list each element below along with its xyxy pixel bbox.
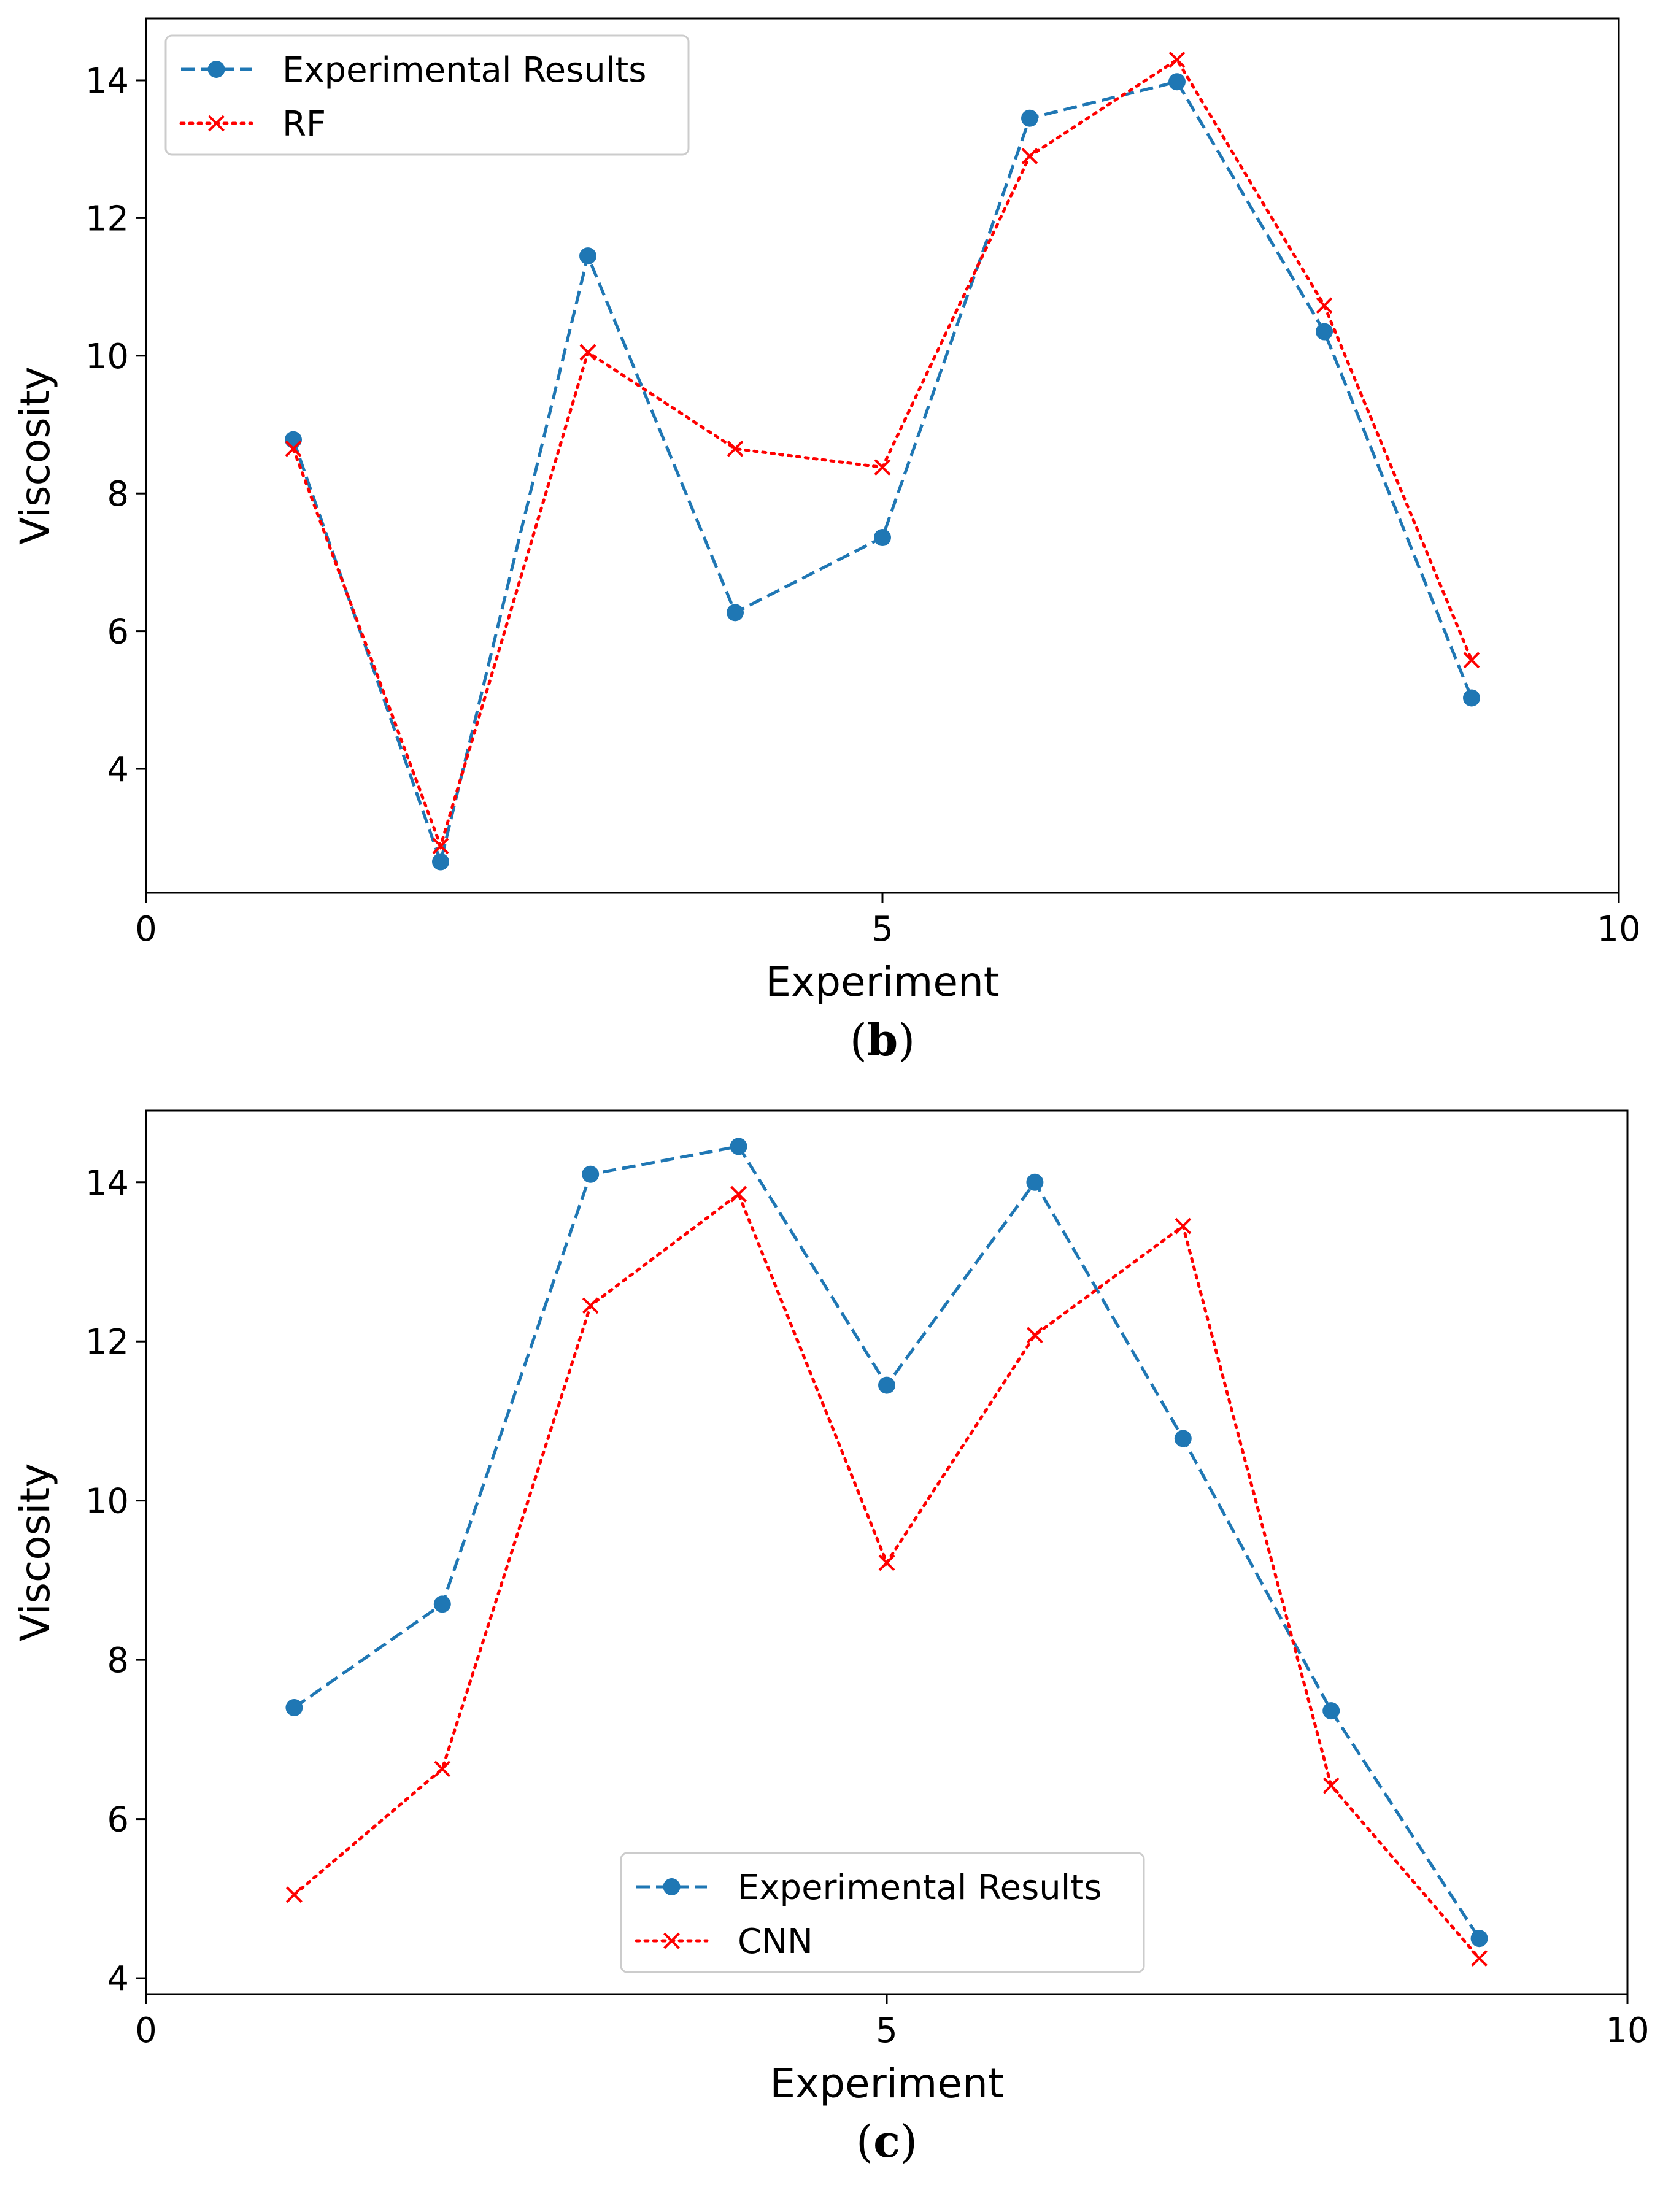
series-1-point [1026, 1327, 1043, 1344]
caption-letter: b [867, 1014, 898, 1066]
series-1-point [1168, 51, 1186, 68]
x-axis-label: Experiment [765, 958, 999, 1006]
series-1-point [432, 838, 449, 855]
legend-marker-0 [207, 61, 225, 78]
legend-label-0: Experimental Results [282, 50, 646, 90]
legend-marker-1 [208, 115, 225, 132]
chart-c: 0 5 10 4 6 8 10 12 14 Experiment Viscosity Experime… [12, 1109, 1650, 2167]
y-tick-label: 6 [107, 1800, 129, 1840]
x-tick-label: 0 [135, 909, 157, 949]
y-tick-label: 8 [107, 1641, 129, 1681]
x-tick-label: 5 [871, 909, 893, 949]
x-axis-label: Experiment [770, 2060, 1003, 2107]
series-0-point [285, 431, 302, 449]
series-0-point [1470, 1930, 1488, 1948]
series-1-point [1316, 297, 1333, 314]
series-0-point [582, 1165, 600, 1183]
y-tick-label: 14 [85, 61, 129, 101]
chart-b: 0 5 10 4 6 8 10 12 14 Experiment Viscosity Experime… [12, 17, 1641, 1066]
series-0-point [432, 853, 449, 871]
series-0-point [1463, 689, 1480, 707]
series-1-point [874, 459, 891, 476]
series-1-point [727, 440, 744, 457]
legend-box [164, 34, 690, 156]
series-1-point [1322, 1777, 1340, 1794]
x-tick-label: 5 [876, 2011, 898, 2051]
y-tick-label: 14 [85, 1163, 129, 1203]
series-1-point [730, 1185, 747, 1203]
series-0-point [1026, 1173, 1044, 1191]
series-0-point [1174, 1430, 1192, 1447]
series-1-point [285, 440, 302, 457]
series-0-point [285, 1698, 303, 1716]
series-line-1 [292, 1192, 1481, 1960]
y-tick-label: 10 [85, 337, 129, 377]
y-tick-label: 12 [85, 199, 129, 239]
y-tick-label: 8 [107, 474, 129, 514]
figure-caption: (b) [850, 1014, 916, 1066]
x-tick-label: 0 [135, 2011, 157, 2051]
series-0-point [579, 247, 596, 265]
series-1-point [579, 344, 596, 361]
y-tick-label: 4 [107, 750, 129, 790]
series-1-point [582, 1297, 599, 1314]
legend-label-0: Experimental Results [738, 1868, 1102, 1908]
series-1-point [1471, 1950, 1488, 1967]
series-line-0 [291, 80, 1473, 868]
y-tick-label: 12 [85, 1322, 129, 1362]
series-1-point [1021, 147, 1038, 164]
series-0-point [878, 1376, 895, 1394]
legend: Experimental Results CNN [620, 1852, 1145, 1973]
legend-marker-0 [663, 1878, 681, 1895]
series-1-point [434, 1760, 451, 1778]
series-1-point [285, 1886, 303, 1903]
series-0-point [1168, 73, 1186, 91]
legend-marker-1 [663, 1932, 680, 1949]
series-0-point [1322, 1702, 1340, 1720]
series-1-point [1175, 1217, 1192, 1235]
y-tick-label: 4 [107, 1959, 129, 1999]
series-line-1 [291, 57, 1473, 851]
series-1-point [1463, 652, 1480, 669]
series-0-point [727, 604, 744, 622]
series-0-point [1316, 323, 1333, 341]
series-0-point [433, 1595, 451, 1613]
legend-label-1: RF [282, 104, 326, 144]
series-line-0 [293, 1144, 1481, 1940]
legend-label-1: CNN [738, 1922, 813, 1962]
figure-caption: (c) [856, 2115, 917, 2167]
series-0-point [730, 1138, 747, 1155]
series-0-point [874, 529, 891, 547]
y-axis-label: Viscosity [12, 1463, 59, 1642]
caption-letter: c [873, 2115, 900, 2167]
series-1-point [878, 1554, 895, 1571]
y-tick-label: 10 [85, 1482, 129, 1522]
legend: Experimental Results RF [164, 34, 690, 156]
y-tick-label: 6 [107, 612, 129, 652]
y-axis-label: Viscosity [12, 366, 59, 545]
series-0-point [1021, 109, 1038, 127]
x-tick-label: 10 [1597, 909, 1640, 949]
legend-box [620, 1852, 1145, 1973]
x-tick-label: 10 [1605, 2011, 1649, 2051]
